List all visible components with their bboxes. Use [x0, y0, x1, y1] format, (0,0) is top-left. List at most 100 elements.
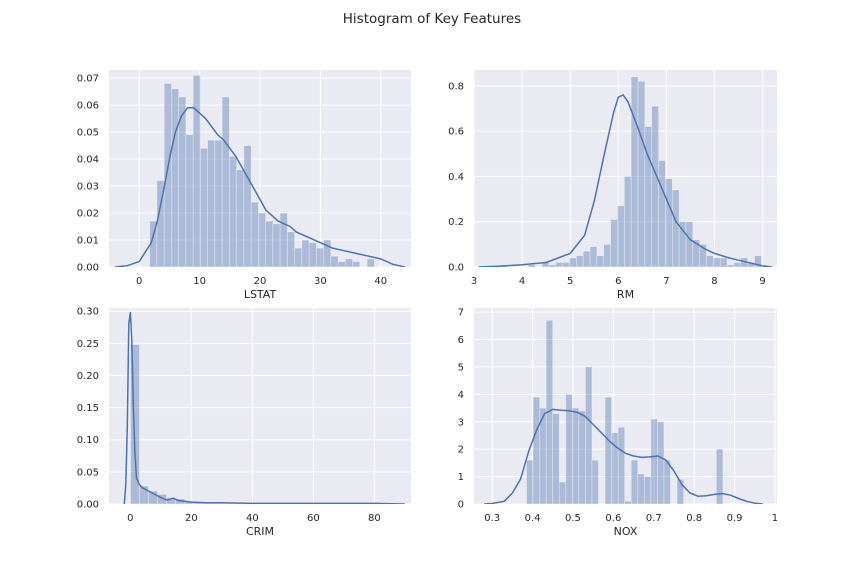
histogram-bar — [308, 242, 317, 267]
kde-line — [123, 311, 405, 504]
histogram-bar — [366, 258, 375, 267]
x-axis-label: LSTAT — [244, 288, 277, 301]
y-tick-label: 0.0 — [448, 263, 464, 274]
histogram-bar — [716, 448, 724, 504]
histogram-bar — [528, 264, 536, 267]
histogram-bar — [214, 139, 223, 267]
histogram-bar — [258, 212, 266, 267]
histogram-bar — [754, 255, 762, 267]
histogram-bar — [706, 255, 714, 267]
y-tick-label: 0.05 — [77, 128, 99, 139]
histogram-bar — [236, 169, 245, 267]
x-tick-label: 0.9 — [727, 513, 743, 524]
x-tick-label: 40 — [374, 276, 387, 287]
histogram-bar — [316, 247, 324, 267]
histogram-bar — [637, 81, 646, 267]
histogram-bar — [582, 250, 591, 267]
histogram-bar — [585, 366, 593, 504]
x-tick-label: 60 — [307, 513, 320, 524]
histogram-bar — [229, 156, 237, 267]
gridlines — [109, 308, 411, 505]
y-tick-label: 0.06 — [77, 101, 99, 112]
histogram-bar — [207, 139, 216, 267]
x-tick-label: 0.7 — [646, 513, 662, 524]
histogram-bar — [644, 126, 653, 267]
gridlines — [473, 70, 777, 268]
y-tick-label: 0.2 — [448, 217, 464, 228]
x-tick-label: 0 — [136, 276, 142, 287]
y-tick-label: 4 — [458, 390, 464, 401]
y-tick-label: 1 — [458, 472, 464, 483]
x-tick-label: 4 — [519, 276, 525, 287]
y-tick-label: 0.30 — [77, 307, 99, 318]
histogram-bar — [330, 255, 339, 267]
histogram-bar — [604, 396, 612, 504]
x-tick-label: 3 — [471, 276, 477, 287]
x-tick-label: 7 — [663, 276, 669, 287]
histogram-bar — [578, 410, 586, 504]
figure-title: Histogram of Key Features — [343, 11, 521, 27]
histogram-bar — [323, 239, 332, 267]
plot-area — [474, 70, 777, 267]
histogram-bar — [665, 178, 673, 267]
histogram-bar — [221, 96, 230, 267]
x-tick-label: 40 — [246, 513, 259, 524]
histogram-bar — [663, 459, 671, 504]
x-axis-label: RM — [617, 288, 634, 301]
histogram-bar — [671, 189, 680, 267]
subplot-nox: 0.3 0.4 0.5 0.6 0.7 0.8 0.9 1 0 1 2 3 4 5 6 7 NOX — [458, 308, 779, 538]
y-tick-label: 0.04 — [77, 155, 99, 166]
y-tick-label: 5 — [458, 362, 464, 373]
histogram-bar — [676, 479, 684, 504]
histogram-bar — [630, 76, 639, 267]
x-tick-label: 0.6 — [605, 513, 621, 524]
histogram-bar — [589, 246, 598, 267]
x-axis-label: CRIM — [246, 525, 274, 538]
histogram-bar — [130, 344, 140, 504]
histogram-bar — [678, 221, 687, 267]
histogram-bar — [596, 255, 605, 267]
x-tick-label: 20 — [185, 513, 198, 524]
x-tick-label: 8 — [711, 276, 717, 287]
histogram-bar — [713, 257, 721, 267]
x-tick-label: 5 — [567, 276, 573, 287]
histogram-bar — [610, 219, 618, 267]
histogram-bar — [733, 262, 742, 267]
plot-area — [109, 308, 411, 504]
y-tick-label: 0.25 — [77, 339, 99, 350]
histogram-bar — [562, 262, 570, 267]
histogram-bar — [287, 231, 295, 267]
x-axis-label: NOX — [614, 525, 638, 538]
histogram-bar — [548, 264, 557, 267]
x-tick-label: 0.3 — [484, 513, 500, 524]
histogram-bar — [591, 459, 599, 504]
histogram-bar — [555, 262, 563, 267]
histogram-bar — [558, 481, 567, 504]
histogram-bar — [572, 407, 580, 504]
histogram-bar — [532, 396, 540, 504]
histogram-bar — [603, 244, 611, 267]
y-tick-label: 0 — [458, 500, 464, 511]
histogram-bar — [272, 223, 281, 267]
subplot-lstat: 0 10 20 30 40 0.00 0.01 0.02 0.03 0.04 0.05 0.06 0.0… — [77, 70, 411, 301]
y-tick-label: 0.4 — [448, 172, 464, 183]
histogram-bar — [650, 418, 658, 504]
subplot-crim: 0 20 40 60 80 0.00 0.05 0.10 0.15 0.20 0.25 0.30 CRI… — [77, 307, 411, 538]
y-tick-label: 0.07 — [77, 74, 99, 85]
histogram-bar — [726, 264, 735, 267]
y-tick-label: 0.05 — [77, 467, 99, 478]
histogram-bar — [617, 205, 625, 267]
x-tick-label: 1 — [772, 513, 778, 524]
y-tick-label: 0.00 — [77, 263, 99, 274]
histogram-bar — [192, 75, 201, 267]
histogram-bar — [617, 426, 625, 504]
histogram-bar — [569, 257, 577, 267]
y-tick-label: 2 — [458, 445, 464, 456]
histogram-bars — [500, 76, 762, 267]
histogram-bar — [685, 221, 694, 267]
histogram-bar — [657, 421, 665, 504]
x-tick-label: 20 — [254, 276, 267, 287]
y-tick-label: 0.00 — [77, 500, 99, 511]
histogram-bar — [279, 212, 288, 267]
